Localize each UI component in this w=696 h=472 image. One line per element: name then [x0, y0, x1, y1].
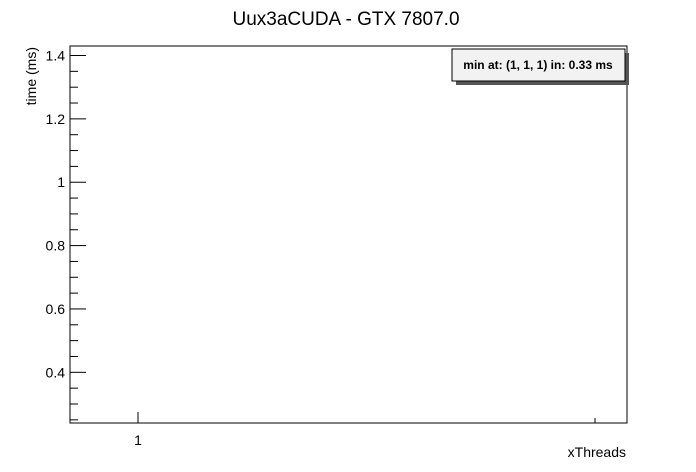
plot-frame [69, 45, 628, 424]
y-tick-label: 1.2 [46, 111, 66, 127]
x-axis: 1 [134, 412, 596, 448]
annotation-box: min at: (1, 1, 1) in: 0.33 ms [451, 48, 629, 85]
y-tick-label: 1.4 [46, 48, 66, 64]
y-axis-label: time (ms) [23, 47, 39, 105]
x-axis-label: xThreads [568, 444, 626, 460]
x-tick-label: 1 [134, 432, 142, 448]
y-tick-label: 0.8 [46, 238, 66, 254]
y-tick-label: 1 [57, 174, 65, 190]
y-axis: 0.4 0.6 0.8 1 1.2 1.4 [46, 48, 86, 421]
y-tick-label: 0.6 [46, 301, 66, 317]
annotation-text: min at: (1, 1, 1) in: 0.33 ms [463, 58, 613, 72]
y-tick-label: 0.4 [46, 364, 66, 380]
chart-title: Uux3aCUDA - GTX 7807.0 [232, 9, 459, 30]
